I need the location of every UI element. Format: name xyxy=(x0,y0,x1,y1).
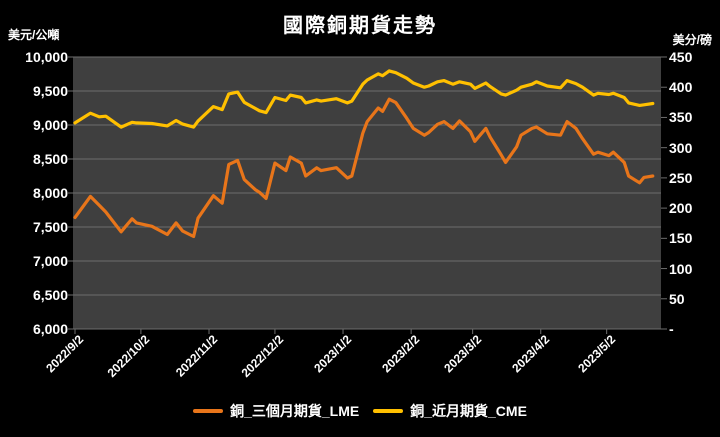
y-axis-right-tick-label: 100 xyxy=(669,260,693,277)
x-axis-tick-label: 2023/2/2 xyxy=(379,332,423,376)
y-axis-left-tick-label: 7,500 xyxy=(32,219,68,235)
x-axis-tick-label: 2022/11/2 xyxy=(173,332,221,380)
plot-area xyxy=(68,56,667,334)
y-axis-right-tick-label: 300 xyxy=(669,139,693,156)
y-axis-right-tick-label: 350 xyxy=(669,109,693,126)
y-axis-right-tick-label: 150 xyxy=(669,230,693,247)
y-axis-right-tick-label: 450 xyxy=(669,49,693,65)
y-axis-right-tick-label: 200 xyxy=(669,200,693,217)
y-axis-left-tick-label: 10,000 xyxy=(25,49,68,65)
y-axis-left-tick-label: 9,500 xyxy=(32,83,68,99)
y-axis-left-tick-label: 8,500 xyxy=(32,151,68,167)
x-axis-tick-label: 2022/12/2 xyxy=(238,332,287,380)
x-axis-tick-label: 2022/10/2 xyxy=(104,332,153,380)
legend-item-lme: 銅_三個月期貨_LME xyxy=(193,401,359,421)
right-axis-unit-label: 美分/磅 xyxy=(672,33,712,47)
cme-line-swatch xyxy=(373,409,404,413)
x-axis-tick-label: 2023/4/2 xyxy=(509,332,552,376)
cme-series-line xyxy=(73,69,655,129)
y-axis-right-tick-label: 50 xyxy=(669,290,685,307)
y-axis-left-tick-label: 9,000 xyxy=(32,117,68,133)
y-axis-right-tick-label: 400 xyxy=(669,79,693,96)
y-axis-left-tick-label: 6,500 xyxy=(32,287,68,303)
y-axis-left-tick-label: 7,000 xyxy=(32,253,68,269)
x-axis-tick-label: 2023/1/2 xyxy=(311,332,355,376)
y-axis-left-tick-label: 6,000 xyxy=(32,321,68,337)
left-axis-unit-label: 美元/公噸 xyxy=(8,28,60,42)
x-axis-tick-label: 2023/5/2 xyxy=(574,332,618,376)
y-axis-right-tick-label: 250 xyxy=(669,169,693,186)
lme-line-swatch xyxy=(193,409,224,413)
cme-legend-label: 銅_近月期貨_CME xyxy=(410,403,527,419)
legend: 銅_三個月期貨_LME 銅_近月期貨_CME xyxy=(0,401,720,421)
lme-series-line xyxy=(73,97,655,239)
legend-item-cme: 銅_近月期貨_CME xyxy=(373,401,527,421)
y-axis-left-tick-label: 8,000 xyxy=(32,185,68,201)
x-axis-tick-label: 2022/9/2 xyxy=(43,332,87,376)
chart-title: 國際銅期貨走勢 xyxy=(283,15,437,37)
plot-svg xyxy=(68,56,667,334)
x-axis-tick-label: 2023/3/2 xyxy=(440,332,484,376)
y-axis-right-tick-label: - xyxy=(669,321,674,337)
lme-legend-label: 銅_三個月期貨_LME xyxy=(230,403,360,419)
